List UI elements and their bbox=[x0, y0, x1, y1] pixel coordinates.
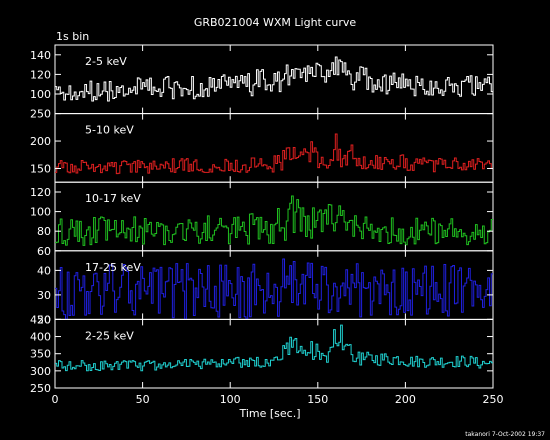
y-tick-label: 140 bbox=[30, 49, 51, 62]
y-tick-label: 40 bbox=[37, 264, 51, 277]
x-tick-label: 0 bbox=[52, 393, 59, 406]
panel-label: 5-10 keV bbox=[85, 124, 134, 137]
series-line bbox=[55, 324, 493, 372]
y-tick-label: 30 bbox=[37, 289, 51, 302]
y-tick-label: 350 bbox=[30, 348, 51, 361]
panel-label: 2-25 keV bbox=[85, 329, 134, 342]
y-tick-label: 100 bbox=[30, 88, 51, 101]
y-tick-label: 250 bbox=[30, 108, 51, 121]
y-tick-label: 450 bbox=[30, 313, 51, 326]
chart-title: GRB021004 WXM Light curve bbox=[194, 16, 357, 29]
x-axis-label: Time [sec.] bbox=[238, 407, 300, 420]
series-line bbox=[55, 195, 493, 246]
y-tick-label: 150 bbox=[30, 162, 51, 175]
y-tick-label: 300 bbox=[30, 365, 51, 378]
panel-label: 10-17 keV bbox=[85, 192, 141, 205]
y-tick-label: 120 bbox=[30, 68, 51, 81]
footer-stamp: takanori 7-Oct-2002 19:37 bbox=[465, 431, 545, 438]
y-tick-label: 200 bbox=[30, 135, 51, 148]
series-line bbox=[55, 258, 493, 320]
series-line bbox=[55, 56, 493, 102]
panel-label: 2-5 keV bbox=[85, 55, 127, 68]
y-tick-label: 80 bbox=[37, 225, 51, 238]
y-tick-label: 120 bbox=[30, 186, 51, 199]
x-tick-label: 250 bbox=[483, 393, 504, 406]
x-tick-label: 200 bbox=[395, 393, 416, 406]
y-tick-label: 400 bbox=[30, 331, 51, 344]
y-tick-label: 20 bbox=[37, 313, 51, 326]
y-tick-label: 60 bbox=[37, 245, 51, 258]
panel-label: 17-25 keV bbox=[85, 261, 141, 274]
y-tick-label: 100 bbox=[30, 206, 51, 219]
x-tick-label: 50 bbox=[136, 393, 150, 406]
y-tick-label: 250 bbox=[30, 382, 51, 395]
bin-label: 1s bin bbox=[56, 30, 89, 43]
series-line bbox=[55, 133, 493, 175]
x-tick-label: 150 bbox=[307, 393, 328, 406]
x-tick-label: 100 bbox=[220, 393, 241, 406]
